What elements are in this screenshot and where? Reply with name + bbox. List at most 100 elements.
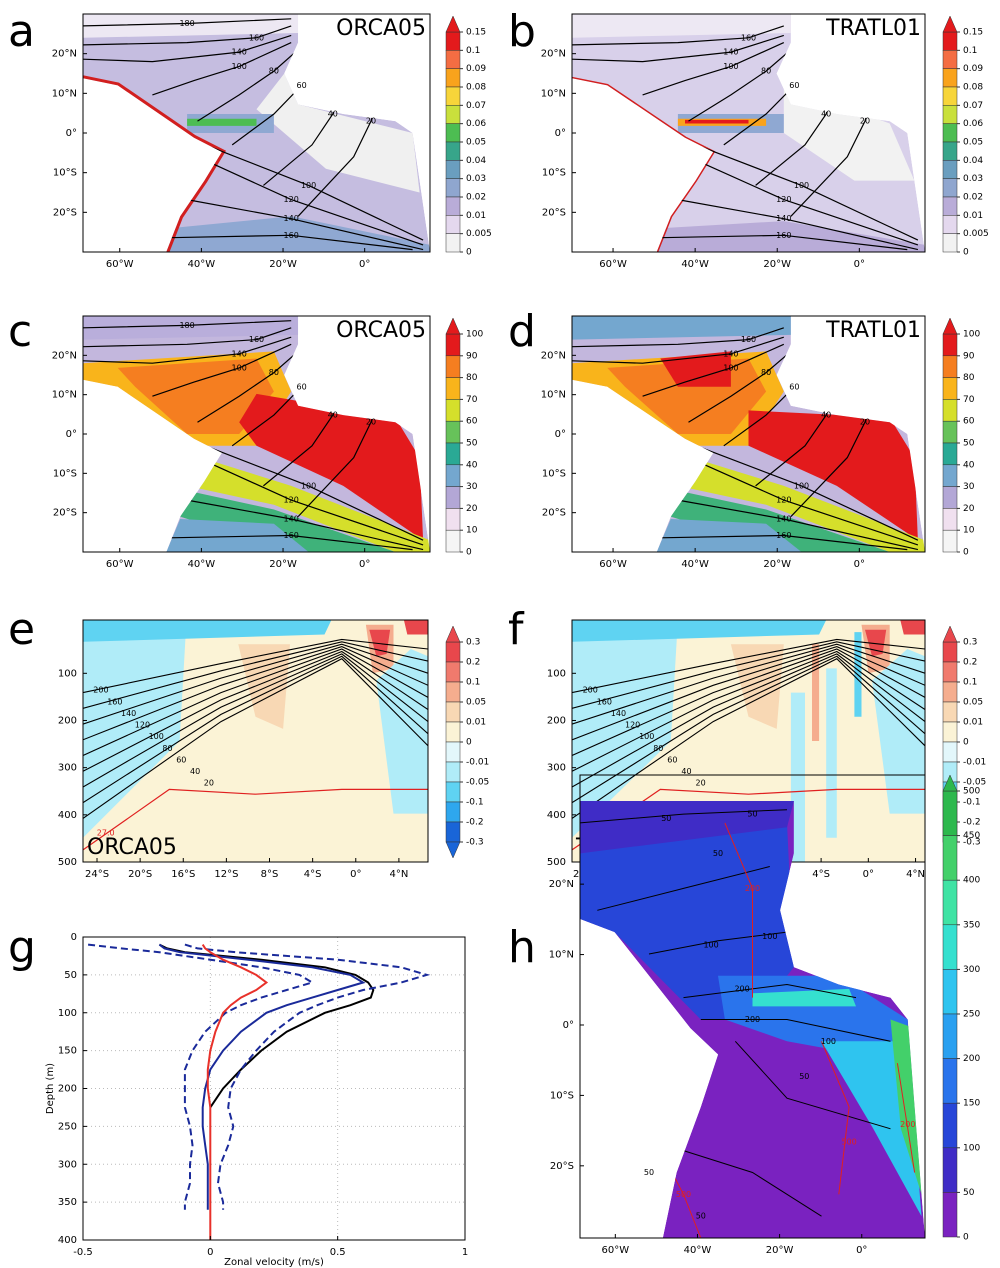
y-tick-label: 350: [58, 1197, 77, 1208]
contour-line: [207, 161, 424, 246]
y-tick-label: 20°S: [550, 1161, 574, 1172]
y-tick-label: 200: [58, 715, 77, 726]
contour-line: [197, 49, 299, 122]
plot-frame: [82, 619, 429, 863]
contour-line: [83, 327, 292, 348]
x-tick-label: 4°S: [304, 869, 322, 880]
colorbar-swatch: [942, 123, 958, 143]
colorbar-swatch: [445, 215, 461, 234]
isopycnal-label: 27.0: [97, 829, 115, 838]
y-tick-label: 10°S: [542, 168, 566, 179]
colorbar-swatch: [942, 641, 958, 663]
colorbar-swatch: [445, 68, 461, 88]
contour-line: [698, 461, 919, 546]
colorbar-extend: [445, 625, 461, 643]
contour-label: 180: [179, 19, 194, 28]
panel-label: ORCA05: [336, 16, 426, 41]
colorbar-swatch: [445, 761, 461, 783]
x-tick-label: 0: [207, 1247, 213, 1258]
colorbar-swatch: [445, 333, 461, 357]
contour-label: 100: [301, 481, 316, 490]
colorbar-label: 70: [466, 395, 478, 405]
contour-label: 100: [149, 732, 164, 741]
plot-area: [83, 316, 430, 552]
plot-area: [572, 316, 925, 552]
colorbar-swatch: [942, 879, 958, 926]
panel-letter: h: [508, 922, 536, 973]
contour-label: 50: [661, 814, 671, 823]
contour-line: [698, 161, 919, 246]
field-fill: [821, 1041, 922, 1217]
colorbar-swatch: [942, 355, 958, 378]
colorbar-label: 0.3: [963, 638, 977, 648]
colorbar-label: 30: [466, 482, 478, 492]
contour-label: 160: [776, 231, 791, 240]
contour-line: [572, 646, 925, 741]
colorbar-label: 0: [466, 548, 472, 558]
y-tick-label: 20°S: [53, 508, 77, 519]
colorbar-label: 90: [963, 351, 975, 361]
colorbar-swatch: [942, 701, 958, 723]
contour-line: [83, 648, 428, 757]
colorbar-swatch: [445, 464, 461, 487]
contour-label: 160: [249, 33, 264, 42]
contour-label: 50: [713, 849, 723, 858]
contour-label: 200: [745, 1015, 760, 1024]
contour-line: [186, 199, 424, 251]
y-tick-label: 400: [58, 1235, 77, 1246]
contour-label: 160: [284, 531, 299, 540]
contour-label: 140: [723, 48, 738, 57]
colorbar-label: 0.1: [963, 46, 977, 56]
contour-line-red: [896, 1063, 916, 1173]
contour-label: 140: [284, 515, 299, 524]
panel-letter: d: [508, 306, 536, 357]
x-tick-label: 20°W: [763, 559, 791, 570]
panel-label: TRATL01: [825, 318, 921, 343]
colorbar-extend: [445, 841, 461, 859]
contour-label: 140: [284, 214, 299, 223]
colorbar-label: 0.3: [466, 638, 480, 648]
contour-line: [677, 499, 919, 551]
colorbar-label: 40: [963, 460, 975, 470]
colorbar-label: 0.06: [963, 119, 983, 129]
panel-letter: a: [8, 6, 35, 57]
contour-label: 200: [583, 686, 598, 695]
contour-label: 140: [776, 214, 791, 223]
colorbar-swatch: [445, 821, 461, 843]
colorbar-swatch: [445, 141, 461, 161]
colorbar-label: 250: [963, 1010, 980, 1020]
y-tick-label: 10°N: [52, 390, 77, 401]
y-tick-label: 10°N: [52, 88, 77, 99]
field-fill: [369, 629, 391, 657]
colorbar-swatch: [942, 681, 958, 703]
colorbar-label: -0.01: [963, 758, 986, 768]
colorbar-swatch: [445, 233, 461, 253]
profile-line: [158, 943, 366, 1210]
colorbar-label: 100: [466, 330, 483, 340]
panel-label: ORCA05: [336, 318, 426, 343]
colorbar-swatch: [445, 486, 461, 509]
colorbar-label: 0.09: [963, 64, 983, 74]
x-tick-label: 60°W: [599, 259, 627, 270]
contour-label: 120: [776, 195, 791, 204]
colorbar-label: 0.05: [963, 698, 983, 708]
colorbar-label: -0.2: [466, 818, 484, 828]
colorbar-label: 0: [963, 548, 969, 558]
panel-letter: e: [8, 604, 35, 655]
colorbar-label: 0.04: [466, 156, 486, 166]
colorbar-label: 0: [466, 738, 472, 748]
colorbar-label: 40: [466, 460, 478, 470]
contour-line: [700, 1019, 891, 1042]
contour-line: [572, 648, 925, 757]
contour-label: 100: [821, 1037, 836, 1046]
y-tick-label: 0°: [66, 429, 77, 440]
colorbar-label: 0.01: [466, 211, 486, 221]
colorbar-label: 0.03: [963, 174, 983, 184]
colorbar-label: 0.02: [963, 193, 983, 203]
colorbar-swatch: [942, 68, 958, 88]
contour-line-red: [724, 822, 753, 998]
colorbar-label: 50: [963, 439, 975, 449]
contour-label: 100: [762, 932, 777, 941]
panel-letter: g: [8, 922, 36, 973]
colorbar-swatch: [942, 233, 958, 253]
